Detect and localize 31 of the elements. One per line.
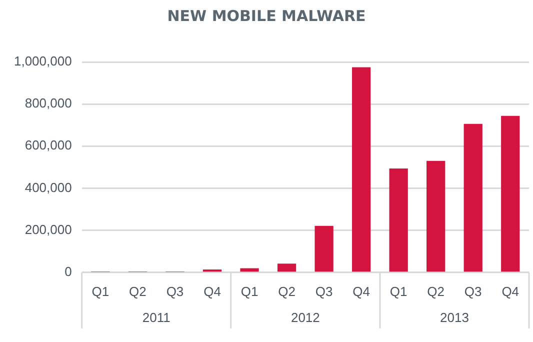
bar [501,116,520,272]
y-tick-label: 1,000,000 [14,54,72,69]
text: 2013 [440,310,469,325]
x-tick-label: Q1 [390,284,408,299]
y-tick-label: 600,000 [24,138,72,153]
chart-title: NEW MOBILE MALWARE [167,6,366,25]
bar [352,67,371,272]
x-tick-label: Q1 [92,284,110,299]
bar [464,124,482,272]
x-tick-label: Q2 [278,284,296,299]
x-tick-label: Q4 [502,284,520,299]
x-tick-label: Q3 [315,284,333,299]
x-tick-label: Q2 [427,284,445,299]
x-tick-label: Q3 [166,284,184,299]
text: 2012 [290,310,320,325]
x-tick-label: Q3 [464,284,482,299]
x-tick-label: Q2 [129,284,146,299]
y-tick-label: 400,000 [24,180,72,195]
bar [314,226,334,272]
y-tick-label: 200,000 [24,222,72,237]
text: 2011 [142,310,170,325]
y-tick-label: 0 [64,264,72,279]
x-tick-label: Q4 [204,284,221,299]
bar [240,268,259,272]
bar [202,269,222,272]
x-tick-label: Q4 [352,284,370,299]
bar [277,264,296,272]
x-tick-label: Q1 [240,284,258,299]
bar [426,160,446,272]
y-tick-label: 800,000 [24,96,72,111]
bar [389,168,408,272]
